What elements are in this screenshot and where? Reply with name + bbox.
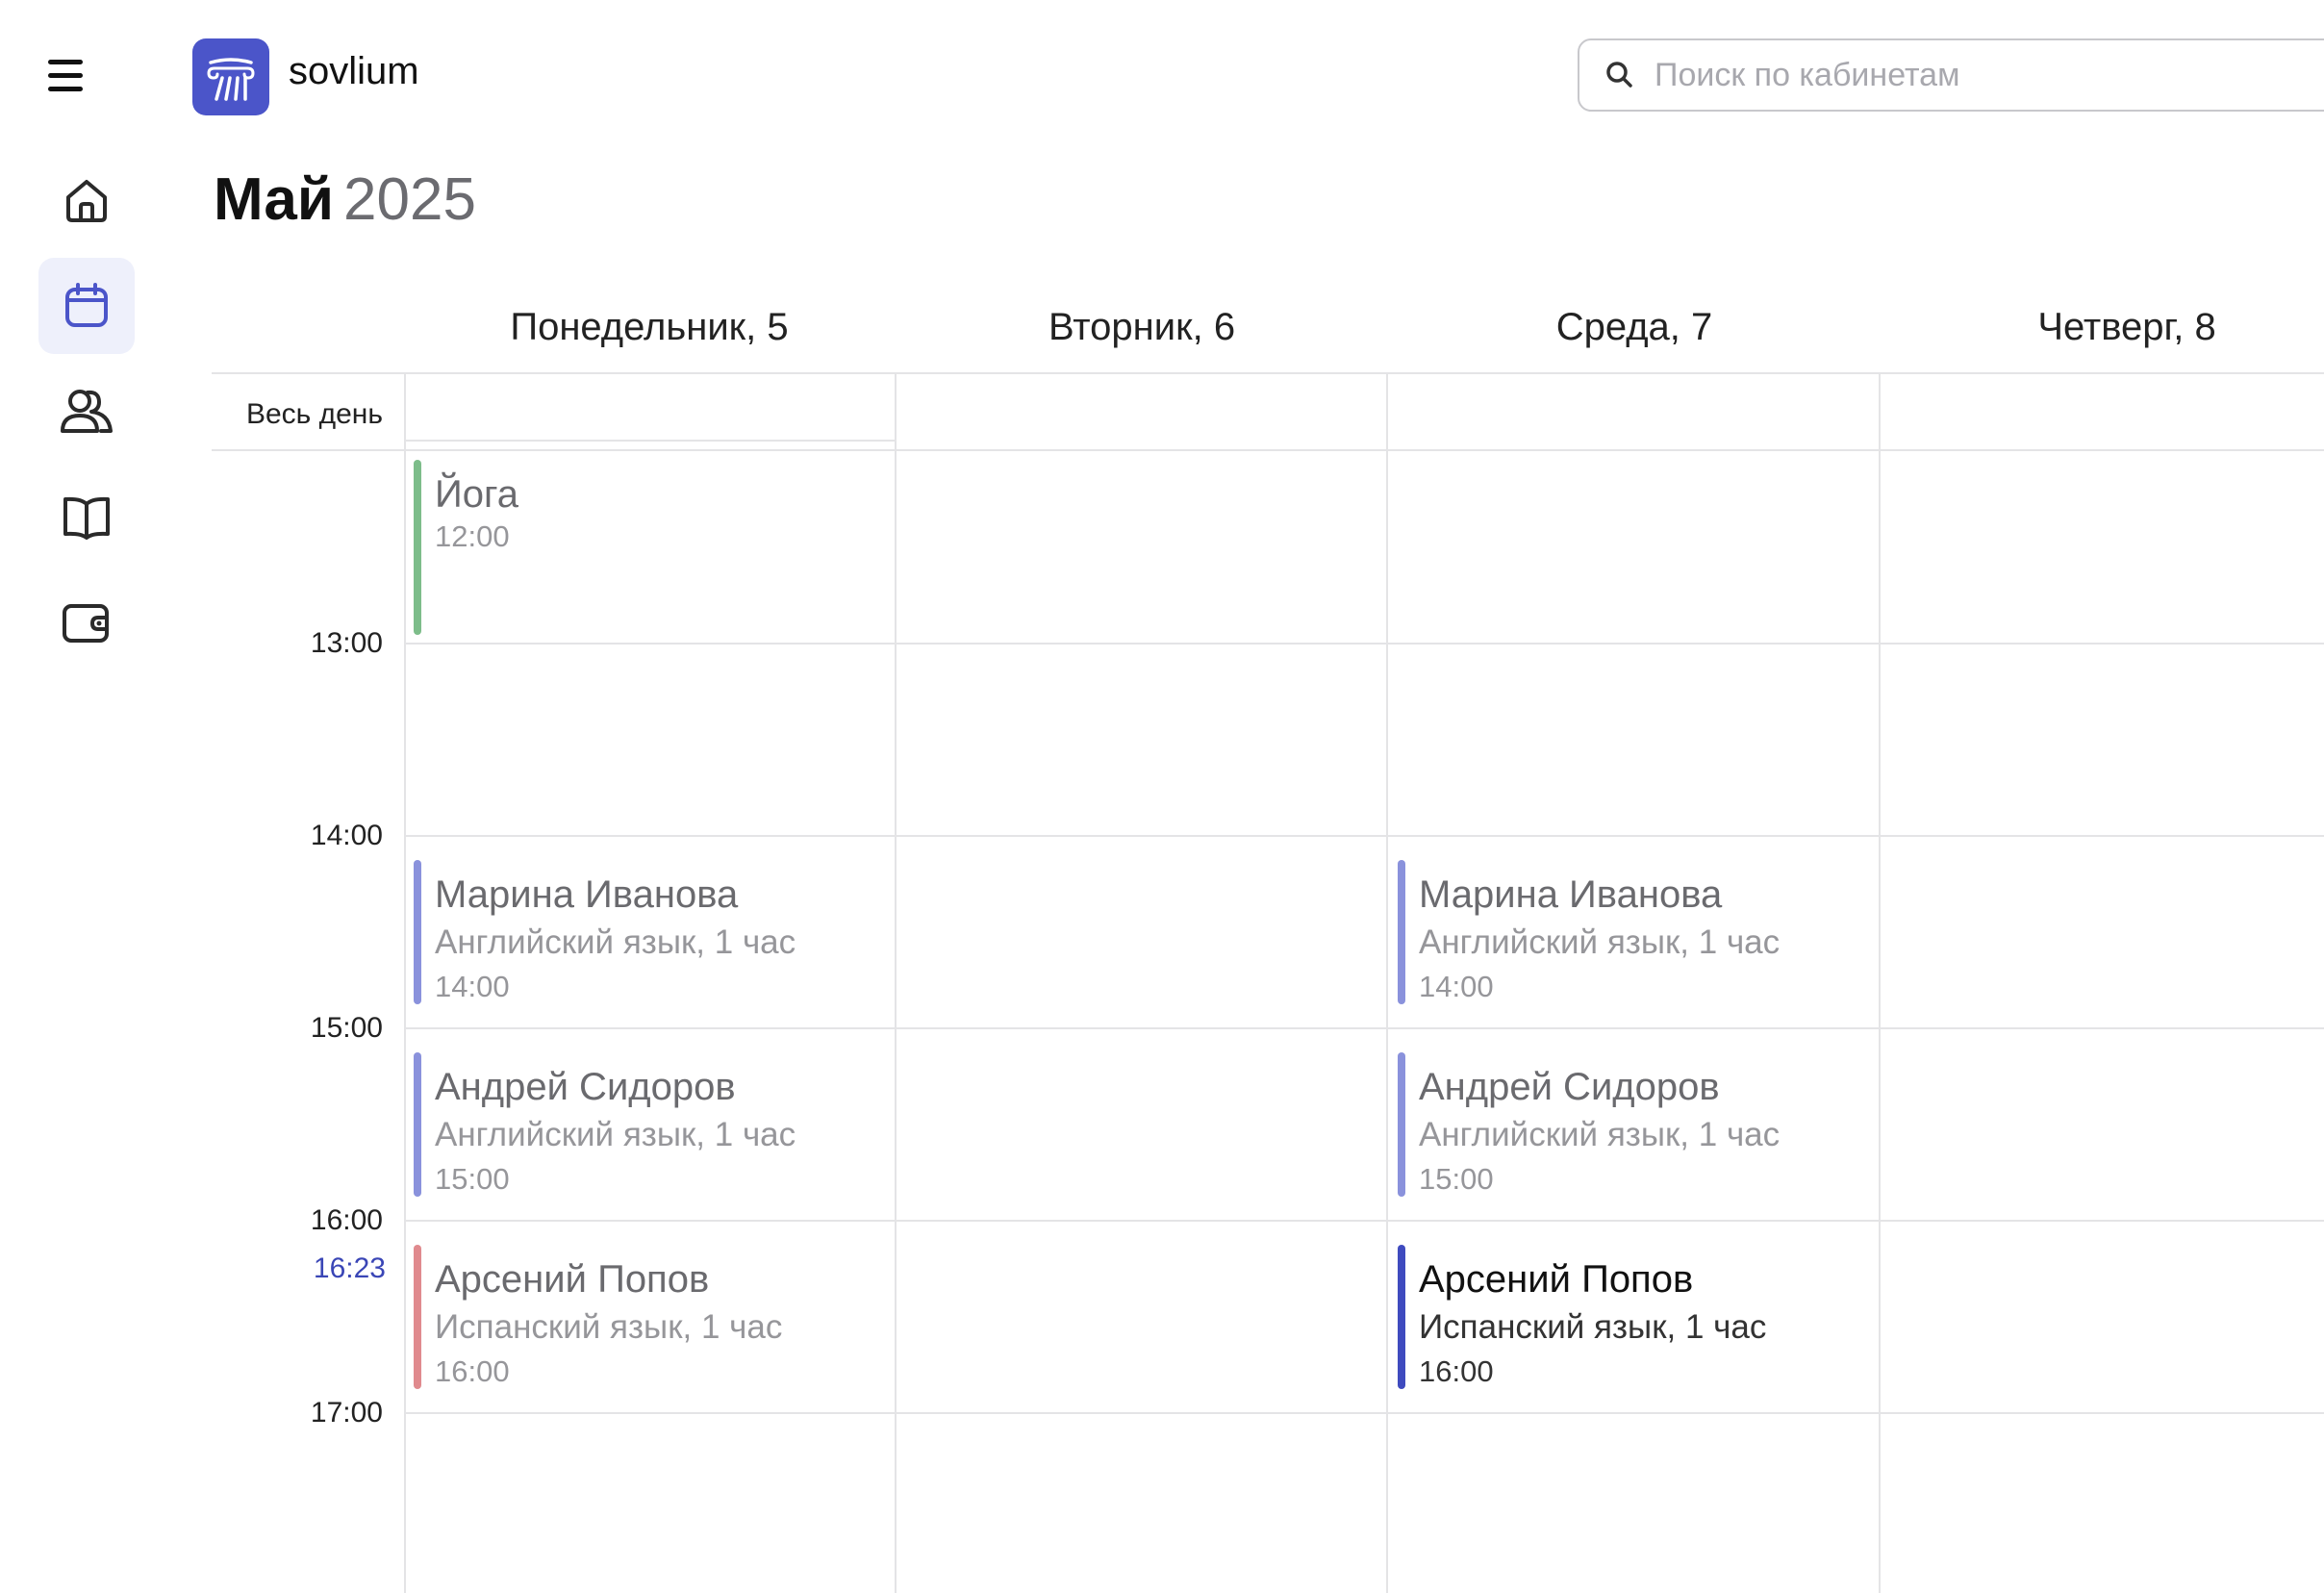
- grid-column-line: [1879, 373, 1881, 1593]
- sidebar-item-courses[interactable]: [38, 469, 135, 566]
- event-time: 12:00: [435, 519, 510, 553]
- grid-line: [404, 1220, 2324, 1222]
- event-subtitle: Английский язык, 1 час: [435, 1116, 796, 1153]
- day-header-tue[interactable]: Вторник, 6: [1048, 306, 1236, 348]
- event-time: 16:00: [1419, 1354, 1494, 1388]
- title-month: Май: [214, 166, 334, 233]
- event-subtitle: Английский язык, 1 час: [1419, 923, 1781, 961]
- app-logo: [192, 38, 269, 115]
- event-time: 16:00: [435, 1354, 510, 1388]
- all-day-label: Весь день: [245, 398, 383, 430]
- grid-column-line: [895, 373, 897, 1593]
- grid-column-line: [1386, 373, 1388, 1593]
- page-title: Май 2025: [214, 165, 476, 234]
- time-label: 16:00: [310, 1204, 383, 1236]
- event-card[interactable]: Арсений Попов Испанский язык, 1 час 16:0…: [1398, 1245, 1859, 1389]
- grid-line: [404, 1027, 2324, 1029]
- event-title: Марина Иванова: [435, 873, 739, 916]
- event-time: 15:00: [435, 1162, 510, 1196]
- event-color-bar: [1398, 1245, 1405, 1389]
- day-header-thu[interactable]: Четверг, 8: [2037, 306, 2216, 348]
- event-color-bar: [414, 1052, 421, 1197]
- search-input[interactable]: [1653, 55, 2234, 95]
- grid-column-line: [404, 373, 406, 1593]
- time-label: 14:00: [310, 820, 383, 851]
- menu-button[interactable]: [42, 54, 92, 96]
- event-title: Андрей Сидоров: [435, 1066, 736, 1108]
- search-icon: [1606, 62, 1632, 88]
- header-divider: [212, 372, 2324, 374]
- event-title: Марина Иванова: [1419, 873, 1723, 916]
- event-subtitle: Испанский язык, 1 час: [1419, 1308, 1767, 1346]
- event-card[interactable]: Марина Иванова Английский язык, 1 час 14…: [414, 860, 875, 1004]
- event-subtitle: Английский язык, 1 час: [435, 923, 796, 961]
- event-color-bar: [414, 1245, 421, 1389]
- calendar-icon: [65, 283, 108, 327]
- time-label: 15:00: [310, 1012, 383, 1044]
- event-card[interactable]: Андрей Сидоров Английский язык, 1 час 15…: [414, 1052, 875, 1197]
- event-subtitle: Английский язык, 1 час: [1419, 1116, 1781, 1153]
- book-icon: [63, 496, 110, 540]
- event-title: Арсений Попов: [435, 1258, 710, 1301]
- grid-line: [404, 643, 2324, 645]
- event-card[interactable]: Йога 12:00: [414, 460, 875, 635]
- column-logo-icon: [207, 58, 255, 101]
- event-color-bar: [1398, 860, 1405, 1004]
- grid-line: [404, 1412, 2324, 1414]
- event-card[interactable]: Арсений Попов Испанский язык, 1 час 16:0…: [414, 1245, 875, 1389]
- sidebar-item-home[interactable]: [38, 152, 135, 248]
- event-time: 15:00: [1419, 1162, 1494, 1196]
- current-time-label: 16:23: [313, 1252, 386, 1284]
- sidebar-item-users[interactable]: [38, 364, 135, 460]
- day-header-mon[interactable]: Понедельник, 5: [510, 306, 789, 348]
- app-name: sovlium: [289, 50, 419, 92]
- event-time: 14:00: [1419, 970, 1494, 1003]
- grid-line: [404, 835, 2324, 837]
- event-card[interactable]: Марина Иванова Английский язык, 1 час 14…: [1398, 860, 1859, 1004]
- wallet-icon: [63, 604, 109, 643]
- search-box[interactable]: [1578, 38, 2324, 112]
- grid-line: [212, 449, 2324, 451]
- day-header-wed[interactable]: Среда, 7: [1555, 306, 1713, 348]
- title-year: 2025: [343, 166, 476, 233]
- sidebar-item-calendar[interactable]: [38, 258, 135, 354]
- event-color-bar: [1398, 1052, 1405, 1197]
- users-icon: [61, 390, 113, 433]
- allday-divider: [404, 440, 897, 442]
- hamburger-icon: [48, 60, 83, 64]
- time-label: 13:00: [310, 627, 383, 659]
- event-color-bar: [414, 860, 421, 1004]
- sidebar-item-payments[interactable]: [38, 575, 135, 671]
- time-label: 17:00: [310, 1397, 383, 1429]
- event-title: Андрей Сидоров: [1419, 1066, 1720, 1108]
- home-icon: [66, 180, 107, 222]
- event-title: Йога: [435, 473, 518, 516]
- event-color-bar: [414, 460, 421, 635]
- event-subtitle: Испанский язык, 1 час: [435, 1308, 783, 1346]
- event-title: Арсений Попов: [1419, 1258, 1694, 1301]
- event-card[interactable]: Андрей Сидоров Английский язык, 1 час 15…: [1398, 1052, 1859, 1197]
- event-time: 14:00: [435, 970, 510, 1003]
